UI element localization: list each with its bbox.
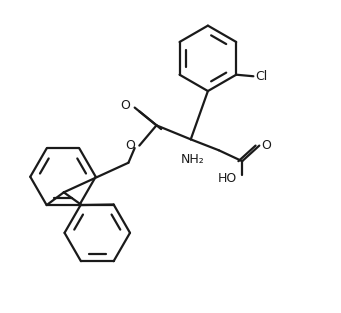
Text: HO: HO [218, 172, 237, 185]
Text: O: O [125, 139, 135, 152]
Text: O: O [261, 139, 271, 152]
Text: NH₂: NH₂ [180, 153, 204, 166]
Text: Cl: Cl [255, 70, 267, 83]
Text: O: O [120, 99, 130, 111]
